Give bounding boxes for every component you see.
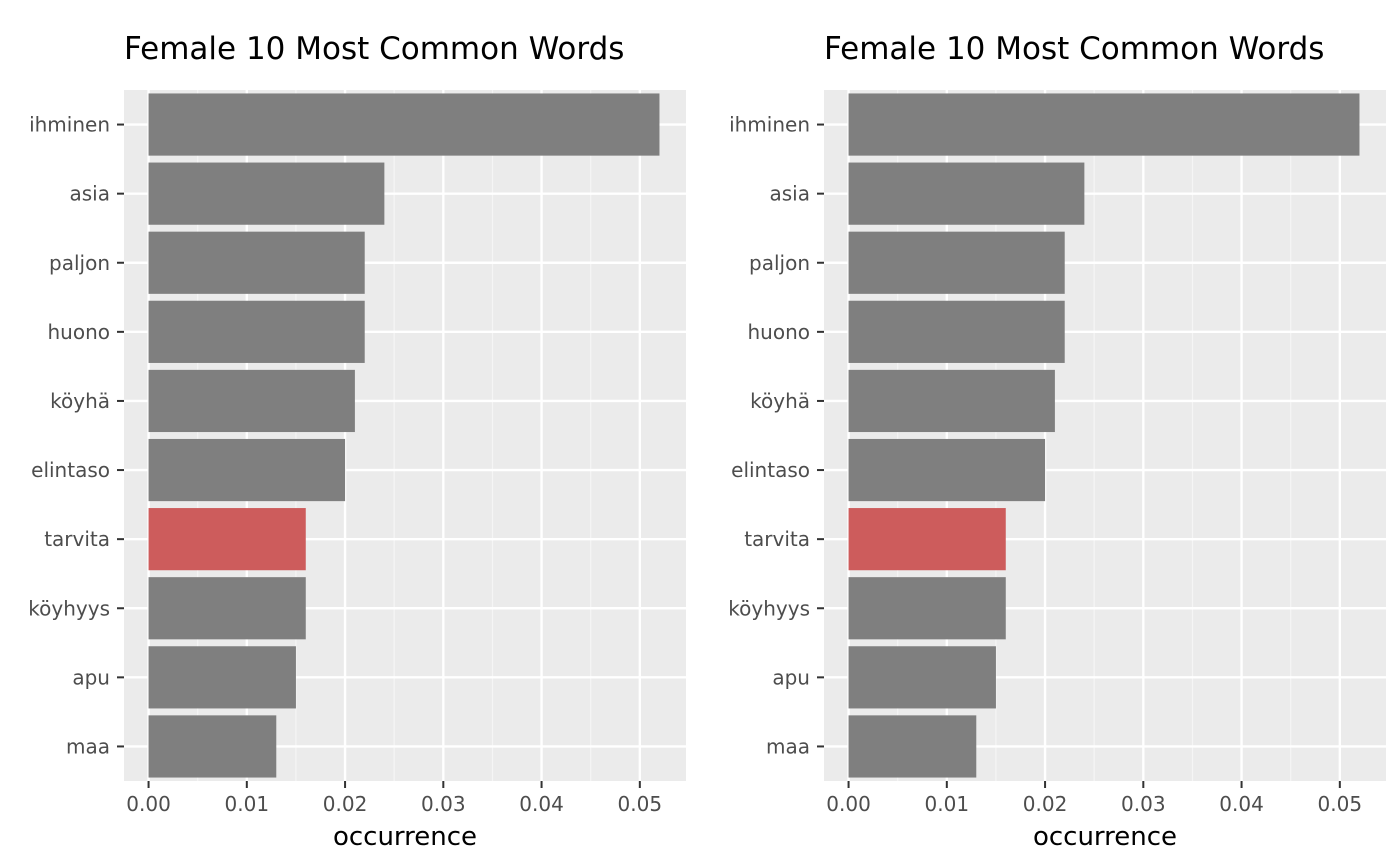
x-tick-label: 0.00 xyxy=(826,792,871,816)
bar-ihminen xyxy=(148,93,660,156)
x-tick-label: 0.04 xyxy=(1219,792,1264,816)
x-tick-label: 0.01 xyxy=(225,792,270,816)
category-label: tarvita xyxy=(44,527,110,551)
bar-köyhä xyxy=(148,369,355,433)
bar-maa xyxy=(848,715,977,778)
category-label: asia xyxy=(770,182,811,206)
x-axis-label: occurrence xyxy=(1033,822,1177,852)
bar-elintaso xyxy=(848,438,1046,502)
chart-panel-1: ihminen asia paljon huono köyhä elintaso tarvi… xyxy=(28,31,686,852)
category-label: paljon xyxy=(49,251,110,275)
x-tick-label: 0.02 xyxy=(1023,792,1068,816)
bar-tarvita xyxy=(848,508,1006,571)
bar-asia xyxy=(848,162,1085,225)
category-label: huono xyxy=(748,320,811,344)
category-label: maa xyxy=(766,734,810,758)
category-label: köyhä xyxy=(750,389,810,413)
category-label: elintaso xyxy=(31,458,110,482)
bar-elintaso xyxy=(148,438,346,502)
x-tick-label: 0.03 xyxy=(1121,792,1166,816)
category-label: asia xyxy=(70,182,111,206)
category-label: tarvita xyxy=(744,527,810,551)
category-label: köyhyys xyxy=(28,596,110,620)
bar-apu xyxy=(148,646,296,709)
bar-maa xyxy=(148,715,277,778)
category-label: apu xyxy=(72,665,110,689)
category-label: maa xyxy=(66,734,110,758)
category-label: apu xyxy=(772,665,810,689)
x-tick-label: 0.05 xyxy=(1318,792,1363,816)
category-label: huono xyxy=(48,320,111,344)
x-tick-label: 0.05 xyxy=(618,792,663,816)
bar-köyhyys xyxy=(148,577,306,640)
x-tick-label: 0.01 xyxy=(925,792,970,816)
bar-tarvita xyxy=(148,508,306,571)
x-tick-label: 0.02 xyxy=(323,792,368,816)
chart-title: Female 10 Most Common Words xyxy=(824,31,1324,67)
bar-paljon xyxy=(148,231,365,294)
bar-asia xyxy=(148,162,385,225)
bar-huono xyxy=(148,300,365,363)
category-label: köyhyys xyxy=(728,596,810,620)
category-label: elintaso xyxy=(731,458,810,482)
chart-title: Female 10 Most Common Words xyxy=(124,31,624,67)
bar-köyhyys xyxy=(848,577,1006,640)
category-label: köyhä xyxy=(50,389,110,413)
bar-köyhä xyxy=(848,369,1055,433)
category-label: paljon xyxy=(749,251,810,275)
x-axis-label: occurrence xyxy=(333,822,477,852)
bar-apu xyxy=(848,646,996,709)
category-label: ihminen xyxy=(729,113,810,137)
chart-panel-2: ihminen asia paljon huono köyhä elintaso tarvi… xyxy=(728,31,1386,852)
bar-huono xyxy=(848,300,1065,363)
x-tick-label: 0.00 xyxy=(126,792,171,816)
x-tick-label: 0.04 xyxy=(519,792,564,816)
category-label: ihminen xyxy=(29,113,110,137)
bar-paljon xyxy=(848,231,1065,294)
x-tick-label: 0.03 xyxy=(421,792,466,816)
bar-ihminen xyxy=(848,93,1360,156)
